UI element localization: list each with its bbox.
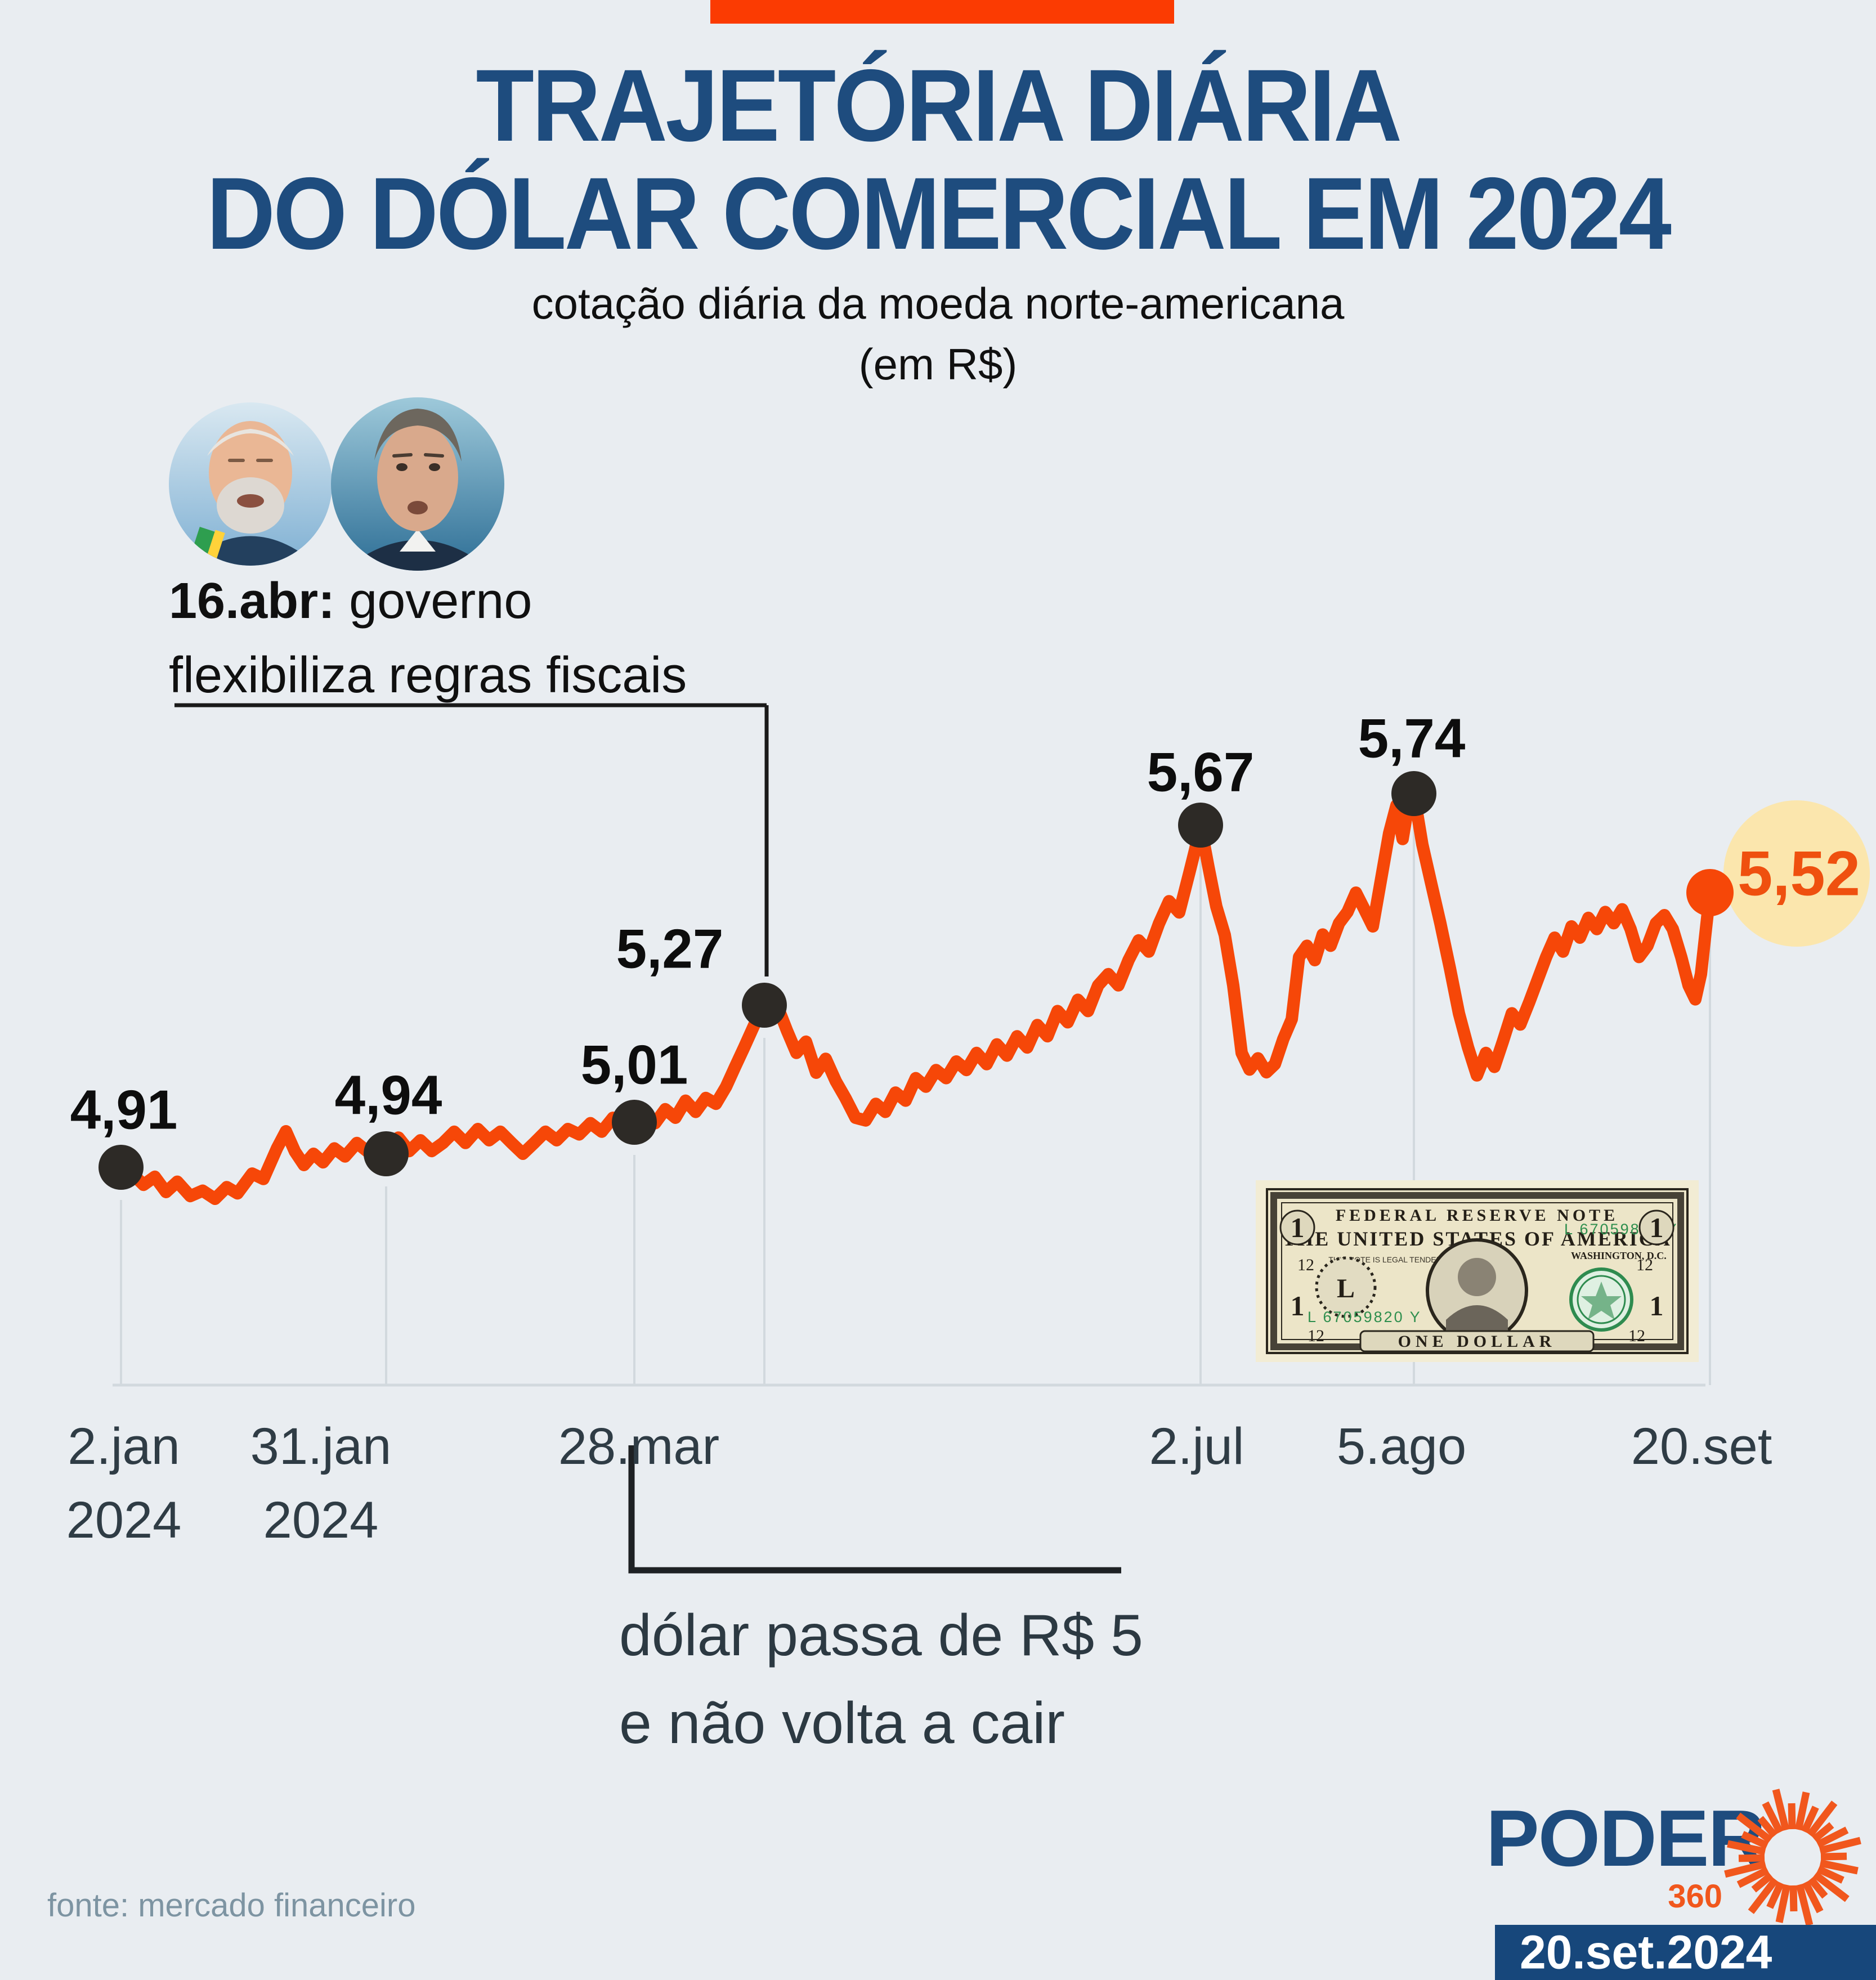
x-tick-2jul: 2.jul	[1149, 1418, 1244, 1475]
date-badge: 20.set.2024	[1495, 1925, 1876, 1980]
brand-wordmark: PODER	[1486, 1794, 1766, 1883]
page-title-line2: DO DÓLAR COMERCIAL EM 2024	[206, 156, 1672, 271]
value-label-20set: 5,52	[1738, 838, 1860, 909]
dollar-bill-image: FEDERAL RESERVE NOTE THE UNITED STATES O…	[1256, 1180, 1699, 1362]
date-badge-text: 20.set.2024	[1520, 1925, 1772, 1979]
annotation-april-date: 16.abr:	[169, 573, 335, 629]
svg-text:1: 1	[1650, 1290, 1664, 1322]
x-tick-2jan: 2.jan 2024	[66, 1418, 182, 1549]
bill-city: WASHINGTON, D.C.	[1571, 1250, 1667, 1261]
x-tick-31jan: 31.jan 2024	[250, 1418, 392, 1549]
svg-text:12: 12	[1636, 1256, 1653, 1274]
value-label-2jan: 4,91	[70, 1078, 178, 1141]
svg-text:1: 1	[1650, 1212, 1664, 1243]
annotation-march: dólar passa de R$ 5 e não volta a cair	[619, 1592, 1238, 1767]
page-subtitle-line2: (em R$)	[858, 339, 1018, 389]
sunburst-logo-icon	[1724, 1789, 1861, 1926]
x-tick-28mar: 28.mar	[558, 1418, 720, 1475]
bill-top-banner: FEDERAL RESERVE NOTE	[1336, 1206, 1618, 1225]
page-subtitle-line1: cotação diária da moeda norte-americana	[531, 279, 1345, 328]
svg-text:1: 1	[1291, 1290, 1305, 1322]
photo-haddad	[331, 397, 504, 571]
value-label-28mar: 5,01	[580, 1033, 688, 1096]
bill-denomination: ONE DOLLAR	[1398, 1332, 1556, 1351]
photo-lula	[169, 402, 332, 566]
annotation-april-line1: 16.abr: governo	[169, 573, 532, 629]
x-tick-5ago: 5.ago	[1336, 1418, 1467, 1475]
svg-text:12: 12	[1308, 1327, 1324, 1345]
portrait-photos	[169, 397, 504, 571]
bill-district-letter: L	[1337, 1274, 1355, 1303]
svg-text:1: 1	[1291, 1212, 1305, 1243]
page-title-line1: TRAJETÓRIA DIÁRIA	[476, 48, 1403, 163]
value-label-31jan: 4,94	[334, 1064, 442, 1126]
value-label-16abr: 5,27	[616, 917, 724, 980]
svg-text:12: 12	[1297, 1256, 1314, 1274]
annotation-april-line2: flexibiliza regras fiscais	[169, 647, 687, 704]
annotation-march-line1: dólar passa de R$ 5	[619, 1603, 1143, 1668]
svg-text:12: 12	[1628, 1327, 1645, 1345]
accent-top-bar	[710, 0, 1174, 24]
source-label: fonte: mercado financeiro	[47, 1887, 416, 1924]
value-label-5ago: 5,74	[1358, 707, 1466, 769]
value-label-2jul: 5,67	[1147, 741, 1255, 803]
annotation-april: 16.abr: governo flexibiliza regras fisca…	[169, 564, 844, 713]
annotation-march-line2: e não volta a cair	[619, 1691, 1065, 1756]
x-tick-20set: 20.set	[1631, 1418, 1772, 1475]
bill-serial-bottom: L 67059820 Y	[1308, 1309, 1422, 1325]
brand-360: 360	[1668, 1878, 1722, 1915]
